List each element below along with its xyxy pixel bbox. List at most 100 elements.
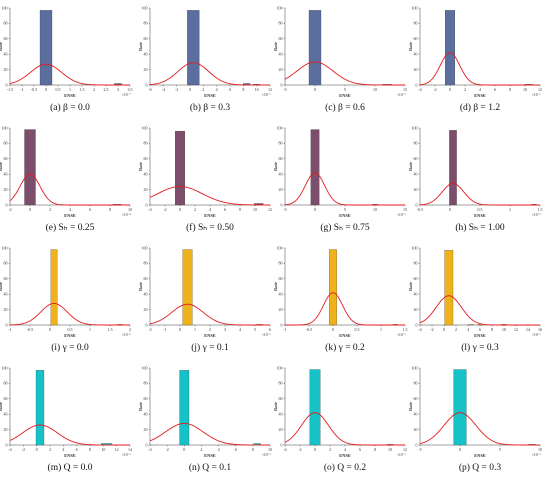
- y-tick-label: 80: [144, 21, 148, 26]
- x-tick-label: -1: [163, 327, 166, 332]
- x-tick-label: 6: [224, 207, 226, 212]
- x-tick-label: -1: [8, 327, 11, 332]
- panel-k: 0 20 40 60 80 100 -1 -0.5 0 0.5 1 1.5×10⁻⁶ ENSE Rate (…: [273, 245, 408, 353]
- y-tick-label: 80: [279, 21, 283, 26]
- x-tick-label: 0: [179, 327, 181, 332]
- x-tick-label: 10: [538, 447, 542, 452]
- x-axis-label: ENSE: [339, 453, 351, 458]
- x-exponent-label: ×10⁻⁶: [532, 93, 542, 97]
- y-tick-label: 0: [416, 322, 418, 327]
- y-axis-label: Rate: [138, 42, 143, 51]
- x-tick-label: 0: [36, 447, 38, 452]
- x-tick-label: 4: [344, 447, 346, 452]
- y-tick-label: 0: [146, 82, 148, 87]
- x-tick-label: 0: [183, 447, 185, 452]
- y-tick-label: 80: [144, 381, 148, 386]
- x-axis-label: ENSE: [474, 93, 486, 98]
- x-tick-label: 6: [76, 447, 78, 452]
- y-tick-label: 40: [279, 52, 283, 57]
- histogram-bar: [444, 250, 454, 326]
- x-exponent-label: ×10⁻⁸: [122, 213, 132, 217]
- panel-caption: (c) β = 0.6: [325, 102, 365, 113]
- x-tick-label: 0.5: [478, 207, 483, 212]
- x-tick-label: 6: [89, 207, 91, 212]
- y-tick-label: 100: [277, 125, 283, 130]
- panel-b: 0 20 40 60 80 100 -6 -4 -2 0 2 4 6 8 10 12×10⁻⁷ ENSE Rate…: [138, 5, 272, 113]
- x-tick-label: -0.5: [417, 207, 423, 212]
- x-tick-label: 10: [268, 447, 272, 452]
- panel-caption: (i) γ = 0.0: [51, 342, 89, 353]
- y-tick-label: 60: [414, 396, 418, 401]
- x-tick-label: 4: [62, 447, 64, 452]
- y-tick-label: 0: [6, 202, 8, 207]
- normal-fit-curve: [149, 303, 270, 326]
- panel-j: 0 20 40 60 80 100 -2 -1 0 1 2 3 4 5 6×10⁻⁶ ENSE Rate (j) …: [138, 245, 272, 353]
- x-tick-label: -4: [162, 87, 165, 92]
- histogram-bar: [477, 324, 483, 326]
- x-tick-label: 1: [509, 207, 511, 212]
- x-tick-label: 5: [344, 207, 346, 212]
- y-axis-label: Rate: [138, 402, 143, 411]
- histogram-bar: [309, 369, 321, 446]
- panel-caption: (k) γ = 0.2: [325, 342, 365, 353]
- y-axis-label: Rate: [408, 162, 413, 171]
- x-tick-label: -4: [148, 447, 151, 452]
- y-tick-label: 40: [144, 292, 148, 297]
- y-axis-label: Rate: [408, 42, 413, 51]
- y-tick-label: 20: [279, 187, 283, 192]
- normal-fit-curve: [419, 182, 540, 206]
- x-tick-label: 2: [209, 327, 211, 332]
- x-tick-label: 0: [314, 447, 316, 452]
- x-tick-label: 8: [109, 207, 111, 212]
- x-axis-label: ENSE: [64, 93, 76, 98]
- y-axis-label: Rate: [273, 402, 278, 411]
- y-tick-label: 80: [144, 261, 148, 266]
- x-tick-label: 1: [89, 327, 91, 332]
- x-tick-label: 2: [93, 87, 95, 92]
- x-tick-label: -2: [298, 447, 301, 452]
- x-tick-label: 0: [179, 207, 181, 212]
- x-tick-label: 8: [239, 207, 241, 212]
- y-tick-label: 40: [414, 292, 418, 297]
- x-tick-label: -2: [165, 447, 168, 452]
- x-tick-label: 8: [242, 87, 244, 92]
- y-tick-label: 60: [4, 396, 8, 401]
- x-tick-label: 15: [403, 207, 407, 212]
- x-tick-label: -4: [283, 447, 286, 452]
- y-tick-label: 0: [281, 82, 283, 87]
- x-tick-label: -0.5: [306, 327, 312, 332]
- y-tick-label: 20: [279, 427, 283, 432]
- histogram-bar: [24, 129, 36, 206]
- y-tick-label: 100: [142, 245, 148, 250]
- x-tick-label: 1: [380, 327, 382, 332]
- y-tick-label: 60: [279, 396, 283, 401]
- normal-fit-curve: [149, 422, 270, 446]
- y-tick-label: 0: [281, 322, 283, 327]
- x-tick-label: 8: [252, 447, 254, 452]
- x-exponent-label: ×10⁻⁶: [397, 453, 407, 457]
- y-tick-label: 40: [414, 172, 418, 177]
- x-tick-label: -2: [163, 207, 166, 212]
- x-tick-label: 12: [514, 327, 518, 332]
- x-tick-label: -5: [283, 207, 286, 212]
- y-tick-label: 100: [412, 5, 418, 10]
- x-tick-label: 10: [502, 327, 506, 332]
- x-tick-label: -2: [8, 207, 11, 212]
- normal-fit-curve: [284, 61, 405, 86]
- y-tick-label: 80: [414, 21, 418, 26]
- x-tick-label: 1.5: [80, 87, 85, 92]
- x-tick-label: 0: [29, 207, 31, 212]
- x-tick-label: -4: [8, 447, 11, 452]
- y-tick-label: 100: [2, 365, 8, 370]
- y-tick-label: 100: [412, 365, 418, 370]
- y-tick-label: 40: [4, 412, 8, 417]
- y-tick-label: 20: [414, 307, 418, 312]
- panel-d: 0 20 40 60 80 100 -4 -2 0 2 4 6 8 10 12×10⁻⁶ ENSE Rate (d…: [408, 5, 542, 113]
- y-tick-label: 0: [6, 442, 8, 447]
- x-tick-label: 1.5: [403, 327, 408, 332]
- x-axis-label: ENSE: [339, 213, 351, 218]
- x-tick-label: 1.5: [108, 327, 113, 332]
- normal-fit-curve: [285, 292, 405, 326]
- y-tick-label: 0: [6, 322, 8, 327]
- y-tick-label: 80: [279, 381, 283, 386]
